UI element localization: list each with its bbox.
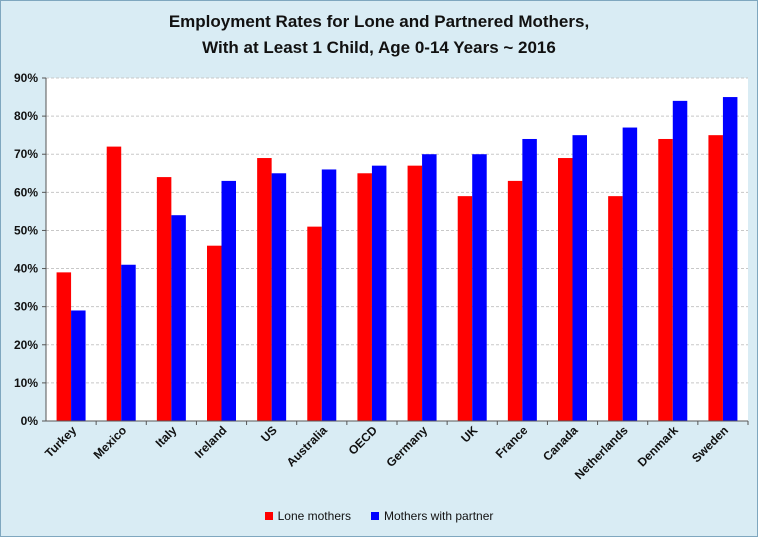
bar-mothers-with-partner bbox=[622, 127, 638, 422]
y-tick-label: 30% bbox=[14, 300, 38, 314]
bar-lone-mothers bbox=[257, 158, 272, 422]
bar-lone-mothers bbox=[307, 226, 322, 421]
bar-mothers-with-partner bbox=[422, 154, 437, 421]
x-tick-label: Mexico bbox=[91, 423, 130, 462]
legend: Lone mothers Mothers with partner bbox=[0, 509, 758, 523]
x-tick-label: Netherlands bbox=[572, 423, 631, 482]
chart-title-line-2: With at Least 1 Child, Age 0-14 Years ~ … bbox=[202, 38, 556, 57]
bar-mothers-with-partner bbox=[271, 173, 287, 421]
bar-lone-mothers bbox=[56, 272, 72, 421]
x-tick-label: Italy bbox=[153, 423, 180, 450]
bar-mothers-with-partner bbox=[522, 138, 537, 421]
bar-lone-mothers bbox=[608, 196, 623, 421]
y-tick-label: 50% bbox=[14, 223, 38, 237]
x-tick-label: France bbox=[493, 423, 531, 461]
bar-lone-mothers bbox=[207, 245, 222, 421]
bar-lone-mothers bbox=[407, 165, 423, 421]
legend-item-mothers-with-partner: Mothers with partner bbox=[371, 509, 493, 523]
bar-lone-mothers bbox=[357, 173, 372, 421]
bar-mothers-with-partner bbox=[221, 180, 236, 421]
bar-mothers-with-partner bbox=[171, 215, 186, 421]
legend-swatch-mothers-with-partner bbox=[371, 512, 379, 520]
legend-swatch-lone-mothers bbox=[264, 512, 273, 520]
y-tick-label: 10% bbox=[14, 376, 38, 390]
y-tick-label: 80% bbox=[14, 109, 38, 123]
y-tick-label: 90% bbox=[14, 71, 38, 85]
bar-lone-mothers bbox=[156, 177, 172, 421]
bar-mothers-with-partner bbox=[71, 310, 86, 421]
x-tick-label: Denmark bbox=[635, 423, 681, 469]
bar-mothers-with-partner bbox=[572, 135, 587, 421]
y-tick-label: 60% bbox=[14, 185, 38, 199]
x-tick-label: Germany bbox=[384, 423, 431, 470]
bar-lone-mothers bbox=[658, 138, 673, 421]
bar-mothers-with-partner bbox=[121, 264, 136, 421]
chart-title-line-1: Employment Rates for Lone and Partnered … bbox=[168, 12, 590, 31]
x-tick-label: OECD bbox=[346, 423, 381, 458]
x-tick-label: UK bbox=[458, 423, 480, 445]
legend-label-lone-mothers: Lone mothers bbox=[277, 509, 351, 523]
bar-lone-mothers bbox=[708, 135, 723, 421]
x-tick-label: Australia bbox=[284, 423, 330, 469]
legend-label-mothers-with-partner: Mothers with partner bbox=[384, 509, 494, 523]
y-tick-label: 0% bbox=[21, 414, 39, 428]
x-tick-label: Turkey bbox=[42, 423, 79, 460]
x-tick-label: US bbox=[258, 423, 280, 445]
y-tick-label: 20% bbox=[14, 338, 38, 352]
bar-lone-mothers bbox=[457, 196, 473, 421]
bar-mothers-with-partner bbox=[672, 100, 688, 421]
bar-lone-mothers bbox=[507, 180, 523, 421]
y-tick-label: 70% bbox=[14, 147, 38, 161]
x-tick-label: Sweden bbox=[689, 423, 731, 465]
bar-mothers-with-partner bbox=[722, 97, 738, 422]
x-tick-label: Canada bbox=[540, 423, 581, 464]
bar-lone-mothers bbox=[106, 146, 122, 421]
bar-lone-mothers bbox=[558, 158, 573, 422]
bar-mothers-with-partner bbox=[472, 154, 487, 421]
bar-mothers-with-partner bbox=[321, 169, 337, 421]
plot-area bbox=[46, 78, 748, 421]
x-tick-label: Ireland bbox=[192, 423, 230, 461]
bar-mothers-with-partner bbox=[371, 165, 387, 421]
legend-item-lone-mothers: Lone mothers bbox=[264, 509, 351, 523]
y-tick-label: 40% bbox=[14, 262, 38, 276]
